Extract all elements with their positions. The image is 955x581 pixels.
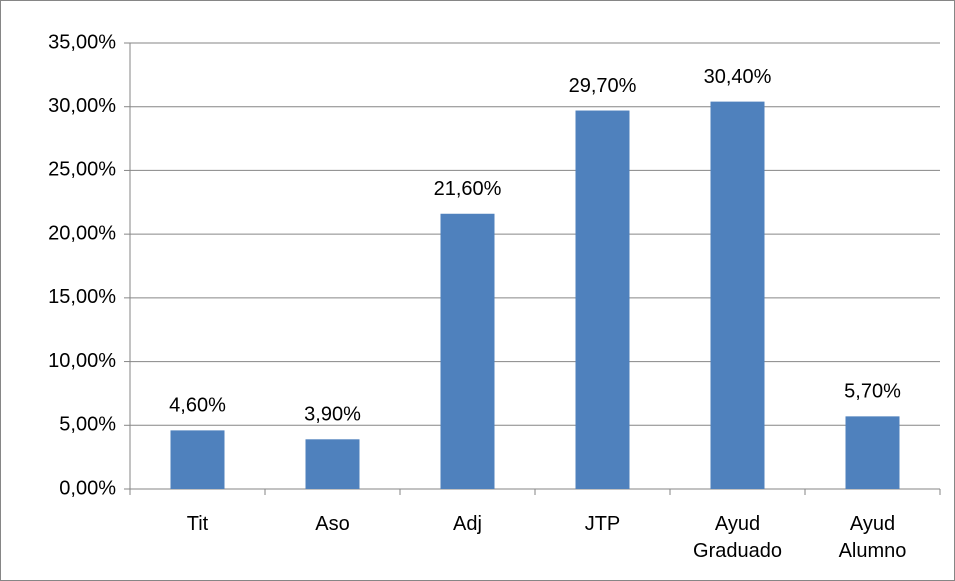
x-tick-label: Aso (315, 513, 350, 535)
bar (440, 213, 495, 490)
x-tick-label: Tit (186, 513, 209, 535)
bar (845, 416, 900, 489)
data-label: 29,70% (569, 75, 637, 97)
data-label: 4,60% (169, 395, 226, 417)
y-tick-label: 35,00% (48, 31, 116, 53)
data-label: 30,40% (704, 66, 772, 88)
bar (305, 439, 360, 489)
y-tick-label: 20,00% (48, 222, 116, 244)
y-tick-label: 30,00% (48, 95, 116, 117)
bar (575, 110, 630, 489)
data-label: 3,90% (304, 404, 361, 426)
bar (710, 101, 765, 490)
data-label: 21,60% (434, 178, 502, 200)
y-tick-label: 5,00% (59, 414, 116, 436)
x-tick-label: Ayud Alumno (838, 513, 907, 562)
x-tick-label: Adj (453, 513, 482, 535)
x-tick-label: Ayud Graduado (693, 513, 782, 562)
y-tick-label: 0,00% (59, 477, 116, 499)
bar (170, 430, 225, 489)
data-label: 5,70% (844, 381, 901, 403)
x-tick-label: JTP (584, 513, 621, 535)
y-tick-label: 25,00% (48, 159, 116, 181)
y-tick-label: 15,00% (48, 286, 116, 308)
y-tick-label: 10,00% (48, 350, 116, 372)
